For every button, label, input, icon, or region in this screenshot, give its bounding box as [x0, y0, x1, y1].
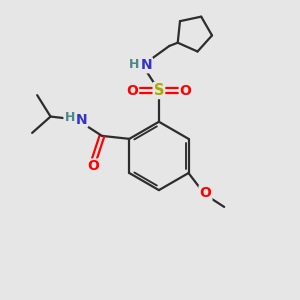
Text: N: N: [140, 58, 152, 72]
Text: O: O: [180, 84, 192, 98]
Text: H: H: [64, 111, 75, 124]
Text: O: O: [126, 84, 138, 98]
Text: N: N: [76, 112, 87, 127]
Text: S: S: [154, 83, 164, 98]
Text: H: H: [129, 58, 140, 70]
Text: O: O: [87, 160, 99, 173]
Text: O: O: [200, 186, 211, 200]
